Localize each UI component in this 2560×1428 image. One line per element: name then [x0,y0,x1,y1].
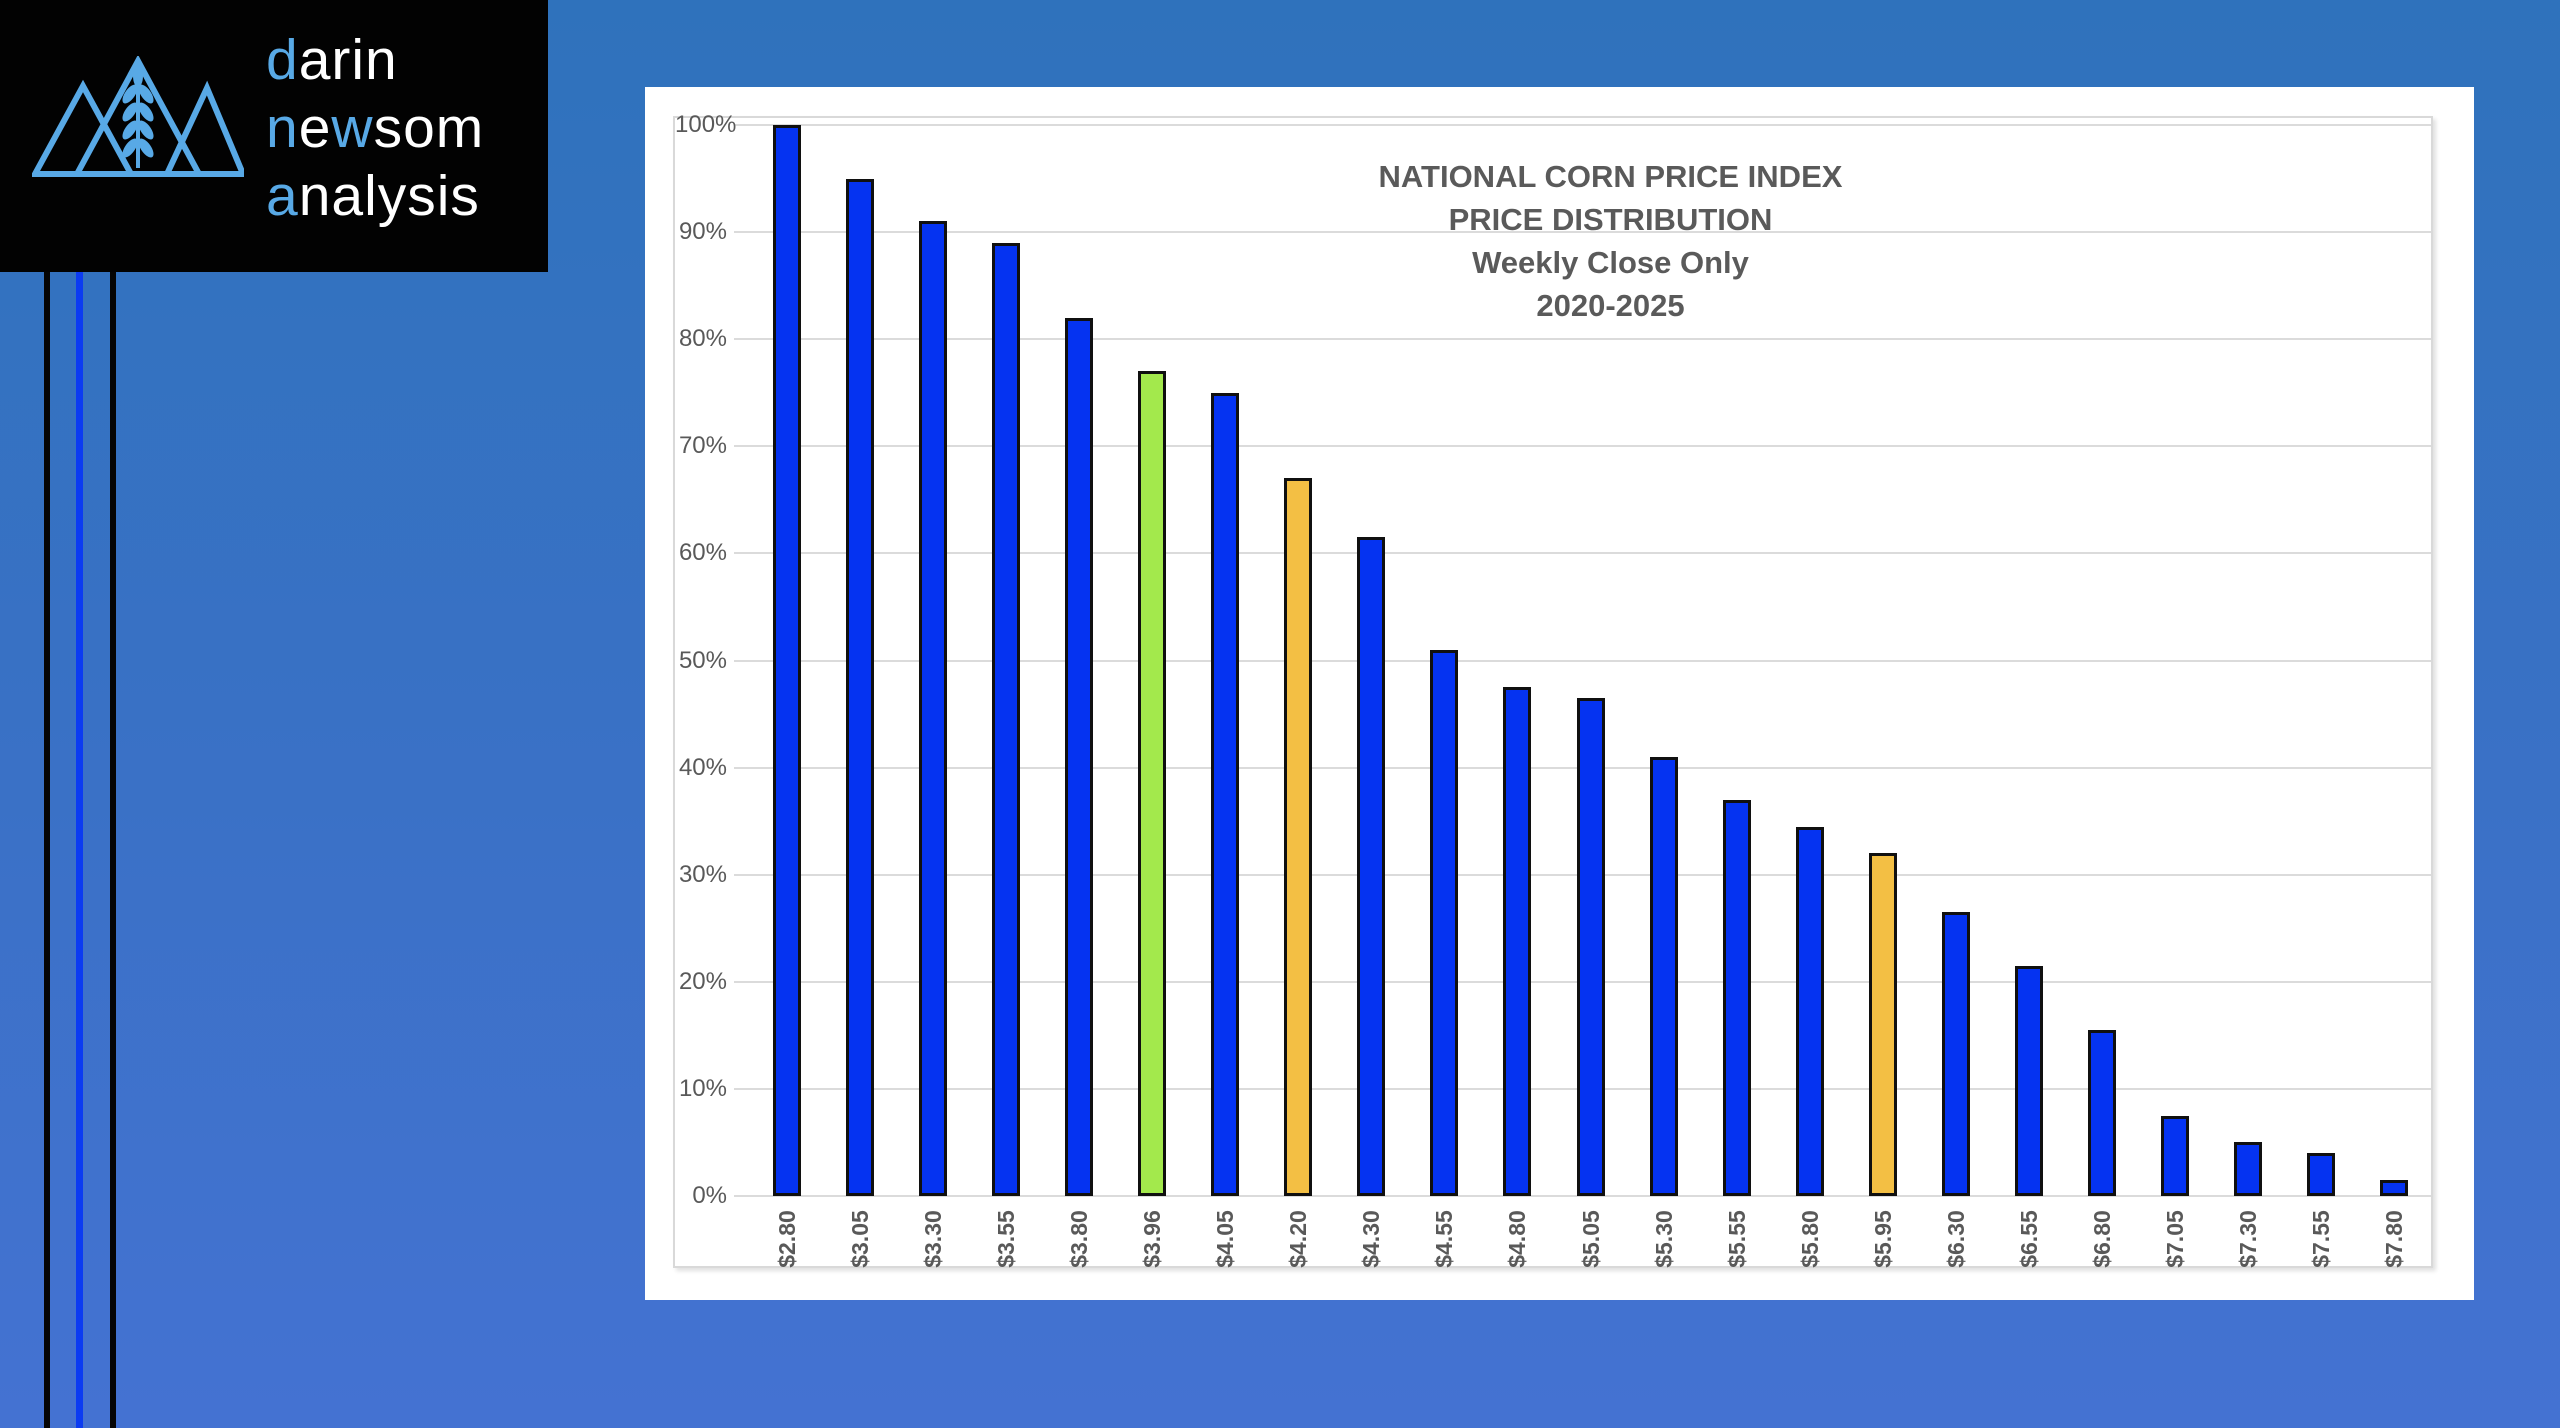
chart-frame: NATIONAL CORN PRICE INDEX PRICE DISTRIBUT… [673,112,2433,1268]
x-axis-tick-label: $6.80 [2089,1210,2115,1268]
x-axis-tick-label: $3.55 [993,1210,1019,1268]
bar-3-55 [992,243,1020,1196]
x-axis-tick-label: $7.05 [2162,1210,2188,1268]
bar-7-80 [2380,1180,2408,1196]
logo-letter: e [298,96,332,160]
middle-triangle-icon [71,56,205,177]
x-axis-tick-label: $3.05 [847,1210,873,1268]
bar-6-80 [2088,1030,2116,1196]
x-axis-tick-label: $5.30 [1651,1210,1677,1268]
gridline [734,660,2431,662]
bar-6-30 [1942,912,1970,1196]
bar-3-30 [919,221,947,1196]
logo-accent-letter: n [266,96,299,160]
x-axis-tick-label: $3.80 [1066,1210,1092,1268]
y-axis-tick-label: 100% [675,111,737,138]
y-axis-tick-label: 0% [692,1182,727,1209]
x-axis-tick-label: $4.30 [1358,1210,1384,1268]
gridline [734,124,2431,126]
logo-letter: som [373,96,485,160]
y-axis-tick-label: 90% [678,218,727,245]
bar-4-80 [1503,687,1531,1196]
x-axis-tick-label: $5.55 [1724,1210,1750,1268]
x-axis-tick-label: $2.80 [774,1210,800,1268]
chart-title-line: 2020-2025 [1536,288,1685,323]
logo-line: analysis [266,162,484,230]
bar-7-55 [2307,1153,2335,1196]
x-axis-tick-label: $5.95 [1870,1210,1896,1268]
x-axis-tick-label: $5.80 [1797,1210,1823,1268]
wheat-icon [122,65,154,168]
gridline [734,338,2431,340]
bar-2-80 [773,125,801,1196]
logo-wordmark: darin newsom analysis [266,26,484,230]
chart-title-line: PRICE DISTRIBUTION [1448,202,1773,237]
right-triangle-icon [162,80,244,177]
bar-4-20 [1284,478,1312,1196]
x-axis-tick-label: $6.55 [2016,1210,2042,1268]
y-axis-tick-label: 40% [678,754,727,781]
x-axis-tick-label: $7.30 [2235,1210,2261,1268]
x-axis-tick-label: $4.80 [1504,1210,1530,1268]
y-axis-tick-label: 70% [678,432,727,459]
bar-5-05 [1577,698,1605,1196]
bar-5-80 [1796,827,1824,1196]
y-axis-tick-label: 20% [678,968,727,995]
chart-title-line: Weekly Close Only [1472,245,1749,280]
logo-letter: nalysis [298,164,480,228]
logo-line: newsom [266,94,484,162]
logo-accent-letter: a [266,164,299,228]
y-axis-tick-label: 30% [678,861,727,888]
x-axis-tick-label: $3.96 [1139,1210,1165,1268]
y-axis-tick-label: 80% [678,325,727,352]
mountains-wheat-icon [32,56,244,177]
bar-4-55 [1430,650,1458,1196]
gridline [734,445,2431,447]
bar-7-30 [2234,1142,2262,1196]
logo-accent-letter: w [331,96,374,160]
chart-title: NATIONAL CORN PRICE INDEX PRICE DISTRIBUT… [750,155,2431,327]
x-axis-tick-label: $7.55 [2308,1210,2334,1268]
logo-line: darin [266,26,484,94]
logo-letter: arin [298,28,398,92]
bar-3-05 [846,179,874,1196]
bar-3-96 [1138,371,1166,1196]
left-black-line-2 [110,0,116,1428]
x-axis-tick-label: $4.20 [1285,1210,1311,1268]
gridline [734,552,2431,554]
y-axis-tick-label: 10% [678,1075,727,1102]
bar-4-30 [1357,537,1385,1196]
x-axis-tick-label: $7.80 [2381,1210,2407,1268]
bar-5-30 [1650,757,1678,1196]
bar-5-55 [1723,800,1751,1196]
y-axis-tick-label: 60% [678,539,727,566]
x-axis-tick-label: $3.30 [920,1210,946,1268]
bar-7-05 [2161,1116,2189,1196]
x-axis-tick-label: $5.05 [1578,1210,1604,1268]
left-black-line-1 [44,0,50,1428]
x-axis-tick-label: $6.30 [1943,1210,1969,1268]
gridline [734,231,2431,233]
left-accent-blue-line [76,0,83,1428]
logo-box: darin newsom analysis [0,0,548,272]
logo-accent-letter: d [266,28,299,92]
y-axis-tick-label: 50% [678,647,727,674]
x-axis-tick-label: $4.05 [1212,1210,1238,1268]
chart-panel: NATIONAL CORN PRICE INDEX PRICE DISTRIBUT… [645,87,2474,1300]
bar-5-95 [1869,853,1897,1196]
x-axis-tick-label: $4.55 [1431,1210,1457,1268]
bar-6-55 [2015,966,2043,1196]
bar-4-05 [1211,393,1239,1196]
chart-title-line: NATIONAL CORN PRICE INDEX [1378,159,1843,194]
bar-3-80 [1065,318,1093,1196]
gridline [734,1195,2431,1197]
